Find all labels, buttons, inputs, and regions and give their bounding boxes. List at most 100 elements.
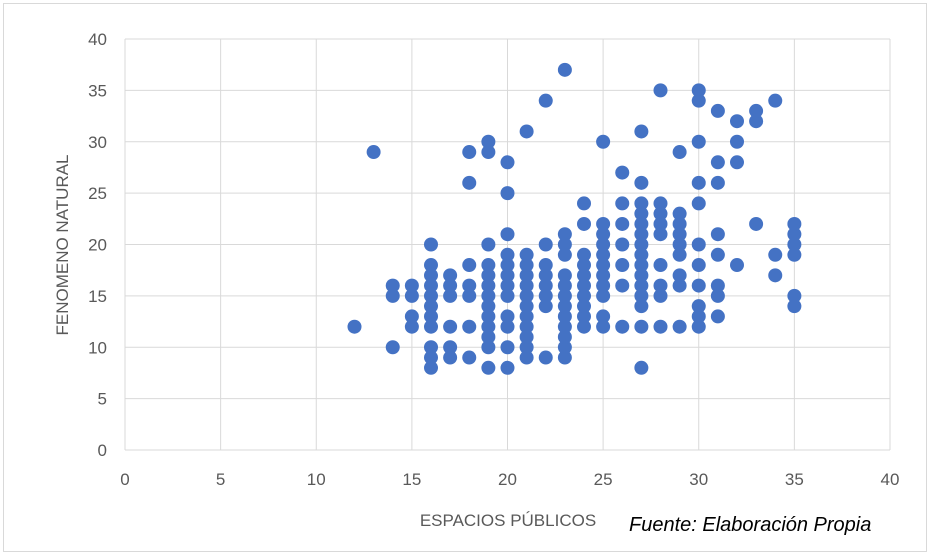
data-point (462, 288, 477, 303)
data-point (347, 319, 362, 334)
data-point (596, 216, 611, 231)
data-point (500, 309, 515, 324)
data-point (500, 247, 515, 262)
data-point (462, 278, 477, 293)
data-point (577, 278, 591, 293)
data-point (596, 268, 611, 283)
data-point (500, 268, 515, 283)
data-point (634, 247, 649, 262)
data-point (634, 175, 649, 190)
data-point (691, 93, 706, 108)
data-point (462, 350, 477, 365)
data-point (424, 258, 438, 273)
data-point (653, 196, 668, 211)
data-point (710, 155, 725, 170)
data-point (749, 103, 764, 118)
data-point (710, 227, 725, 242)
data-point (672, 237, 687, 252)
data-point (557, 329, 572, 344)
data-point (557, 227, 572, 242)
source-note: Fuente: Elaboración Propia (629, 514, 872, 536)
data-point (691, 309, 706, 324)
data-point (634, 206, 649, 221)
data-point (519, 258, 534, 273)
data-point (691, 319, 706, 334)
gridlines (124, 38, 891, 451)
data-point (672, 206, 687, 221)
data-point (519, 309, 534, 324)
data-point (577, 319, 591, 334)
y-tick-label: 35 (88, 81, 107, 100)
data-point (672, 278, 687, 293)
data-point (557, 350, 572, 365)
data-point (596, 309, 611, 324)
data-point (710, 309, 725, 324)
data-point (691, 237, 706, 252)
data-point (519, 299, 534, 314)
data-point (615, 196, 630, 211)
data-point (481, 288, 496, 303)
data-point (787, 216, 802, 231)
data-point (768, 268, 783, 283)
data-point (634, 278, 649, 293)
data-point (691, 134, 706, 149)
data-point (385, 278, 400, 293)
data-point (653, 227, 668, 242)
data-point (462, 145, 477, 160)
data-point (691, 299, 706, 314)
y-tick-labels: 0 5 10 15 20 25 30 35 40 (88, 30, 107, 460)
data-point (519, 288, 534, 303)
y-tick-label: 0 (98, 441, 107, 460)
data-point (672, 227, 687, 242)
data-point (710, 278, 725, 293)
data-point (596, 134, 611, 149)
data-point (653, 258, 668, 273)
data-point (787, 247, 802, 262)
data-point (519, 268, 534, 283)
data-point (634, 360, 649, 375)
data-point (730, 155, 744, 170)
y-tick-label: 5 (98, 390, 107, 409)
data-point (634, 299, 649, 314)
data-point (519, 319, 534, 334)
data-point (500, 186, 515, 201)
x-tick-label: 25 (594, 470, 613, 489)
data-point (634, 227, 649, 242)
data-point (385, 288, 400, 303)
data-point (481, 237, 496, 252)
x-tick-label: 15 (402, 470, 421, 489)
data-point (787, 227, 802, 242)
data-point (634, 288, 649, 303)
data-point (730, 258, 744, 273)
data-point (500, 340, 515, 355)
data-point (443, 288, 458, 303)
data-point (557, 309, 572, 324)
data-point (404, 309, 419, 324)
data-point (596, 288, 611, 303)
data-point (787, 288, 802, 303)
data-point (519, 329, 534, 344)
data-point (424, 360, 438, 375)
data-point (615, 216, 630, 231)
data-point (462, 319, 477, 334)
data-point (596, 319, 611, 334)
data-point (653, 288, 668, 303)
data-point (443, 340, 458, 355)
data-point (672, 247, 687, 262)
y-tick-label: 30 (88, 133, 107, 152)
data-point (462, 175, 477, 190)
data-point (710, 175, 725, 190)
data-point (653, 206, 668, 221)
data-point (615, 258, 630, 273)
data-point (596, 227, 611, 242)
data-point (615, 165, 630, 180)
data-point (691, 278, 706, 293)
data-point (385, 340, 400, 355)
data-point (424, 268, 438, 283)
data-points (347, 62, 802, 375)
data-point (500, 258, 515, 273)
data-point (787, 299, 802, 314)
data-point (691, 196, 706, 211)
data-point (519, 247, 534, 262)
